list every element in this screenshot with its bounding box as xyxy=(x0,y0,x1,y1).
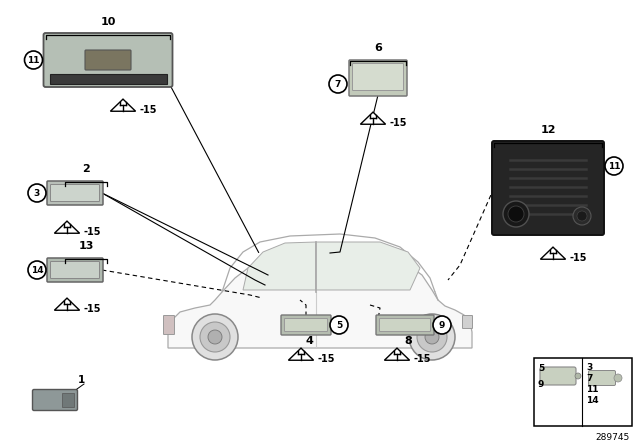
FancyBboxPatch shape xyxy=(353,64,403,90)
FancyBboxPatch shape xyxy=(380,319,431,332)
Text: -15: -15 xyxy=(569,253,586,263)
Text: -15: -15 xyxy=(389,118,406,128)
Text: 1: 1 xyxy=(78,375,85,385)
Polygon shape xyxy=(111,99,136,111)
Bar xyxy=(534,358,632,426)
FancyBboxPatch shape xyxy=(44,33,173,87)
FancyBboxPatch shape xyxy=(540,367,576,385)
Circle shape xyxy=(425,330,439,344)
FancyBboxPatch shape xyxy=(349,60,407,96)
Polygon shape xyxy=(243,242,316,290)
Bar xyxy=(49,74,166,84)
Circle shape xyxy=(208,330,222,344)
Text: 8: 8 xyxy=(404,336,412,346)
Text: 14: 14 xyxy=(586,396,598,405)
FancyBboxPatch shape xyxy=(589,370,616,385)
FancyBboxPatch shape xyxy=(51,262,99,279)
FancyBboxPatch shape xyxy=(47,258,103,282)
FancyBboxPatch shape xyxy=(463,315,472,328)
Circle shape xyxy=(573,207,591,225)
Text: 7: 7 xyxy=(335,79,341,89)
Text: 10: 10 xyxy=(100,17,116,27)
Text: 9: 9 xyxy=(538,379,545,388)
Text: 5: 5 xyxy=(538,363,544,372)
Circle shape xyxy=(575,373,581,379)
Circle shape xyxy=(330,316,348,334)
Text: 4: 4 xyxy=(305,336,313,346)
Circle shape xyxy=(409,314,455,360)
FancyBboxPatch shape xyxy=(47,181,103,205)
Text: -15: -15 xyxy=(83,304,100,314)
Polygon shape xyxy=(168,252,472,348)
Circle shape xyxy=(200,322,230,352)
Text: -15: -15 xyxy=(317,354,335,364)
Text: 6: 6 xyxy=(374,43,382,53)
FancyBboxPatch shape xyxy=(285,319,328,332)
Text: 289745: 289745 xyxy=(596,433,630,442)
Polygon shape xyxy=(540,247,566,259)
FancyBboxPatch shape xyxy=(163,315,175,335)
Circle shape xyxy=(503,201,529,227)
Circle shape xyxy=(192,314,238,360)
Text: -15: -15 xyxy=(83,227,100,237)
Polygon shape xyxy=(54,298,79,310)
Polygon shape xyxy=(316,242,420,290)
Circle shape xyxy=(614,374,622,382)
Text: 2: 2 xyxy=(82,164,90,174)
Bar xyxy=(62,393,74,407)
FancyBboxPatch shape xyxy=(51,185,99,202)
Circle shape xyxy=(433,316,451,334)
Text: 3: 3 xyxy=(586,362,592,371)
Text: 11: 11 xyxy=(28,56,40,65)
Circle shape xyxy=(28,261,46,279)
Circle shape xyxy=(28,184,46,202)
Circle shape xyxy=(417,322,447,352)
FancyBboxPatch shape xyxy=(85,50,131,70)
Text: -15: -15 xyxy=(139,105,157,115)
Circle shape xyxy=(508,206,524,222)
Text: -15: -15 xyxy=(413,354,431,364)
Text: 13: 13 xyxy=(78,241,93,251)
Circle shape xyxy=(24,51,42,69)
Text: 3: 3 xyxy=(34,189,40,198)
Text: 9: 9 xyxy=(439,320,445,329)
Text: 7: 7 xyxy=(586,374,593,383)
Text: 5: 5 xyxy=(336,320,342,329)
Circle shape xyxy=(577,211,587,221)
Polygon shape xyxy=(360,112,385,124)
FancyBboxPatch shape xyxy=(281,315,331,335)
FancyBboxPatch shape xyxy=(33,389,77,410)
Circle shape xyxy=(605,157,623,175)
Text: 12: 12 xyxy=(540,125,556,135)
Text: 14: 14 xyxy=(31,266,44,275)
Polygon shape xyxy=(289,348,314,360)
FancyBboxPatch shape xyxy=(492,141,604,235)
Text: 11: 11 xyxy=(608,161,620,171)
Polygon shape xyxy=(385,348,410,360)
FancyBboxPatch shape xyxy=(376,315,434,335)
Text: 11: 11 xyxy=(586,384,598,393)
Polygon shape xyxy=(54,221,79,233)
Circle shape xyxy=(329,75,347,93)
